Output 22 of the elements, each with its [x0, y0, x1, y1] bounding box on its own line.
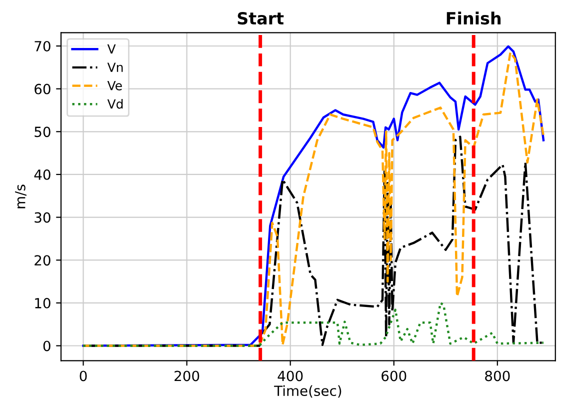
legend-label: V [107, 44, 116, 54]
y-tick-label: 20 [34, 255, 50, 266]
x-tick-label: 800 [485, 370, 510, 382]
legend-label: Vn [107, 62, 123, 72]
y-tick-label: 60 [34, 84, 50, 94]
y-tick-label: 50 [34, 126, 50, 138]
x-axis-title: Time(sec) [274, 385, 342, 398]
legend-label: Vd [107, 99, 123, 109]
y-axis-title: m/s [15, 184, 26, 208]
y-tick-label: 70 [34, 40, 50, 52]
x-tick-label: 400 [278, 370, 303, 382]
ref-line-label: Finish [446, 12, 501, 25]
x-tick-label: 0 [80, 370, 87, 382]
ref-line-label: Start [238, 12, 284, 25]
line-series [82, 302, 545, 347]
legend-label: Ve [107, 81, 122, 90]
y-tick-label: 40 [34, 169, 50, 180]
y-tick-label: 10 [35, 298, 50, 308]
y-tick-label: 30 [34, 212, 50, 223]
x-tick-label: 200 [174, 370, 200, 382]
x-tick-label: 600 [382, 370, 406, 382]
y-tick-label: 0 [43, 340, 50, 352]
